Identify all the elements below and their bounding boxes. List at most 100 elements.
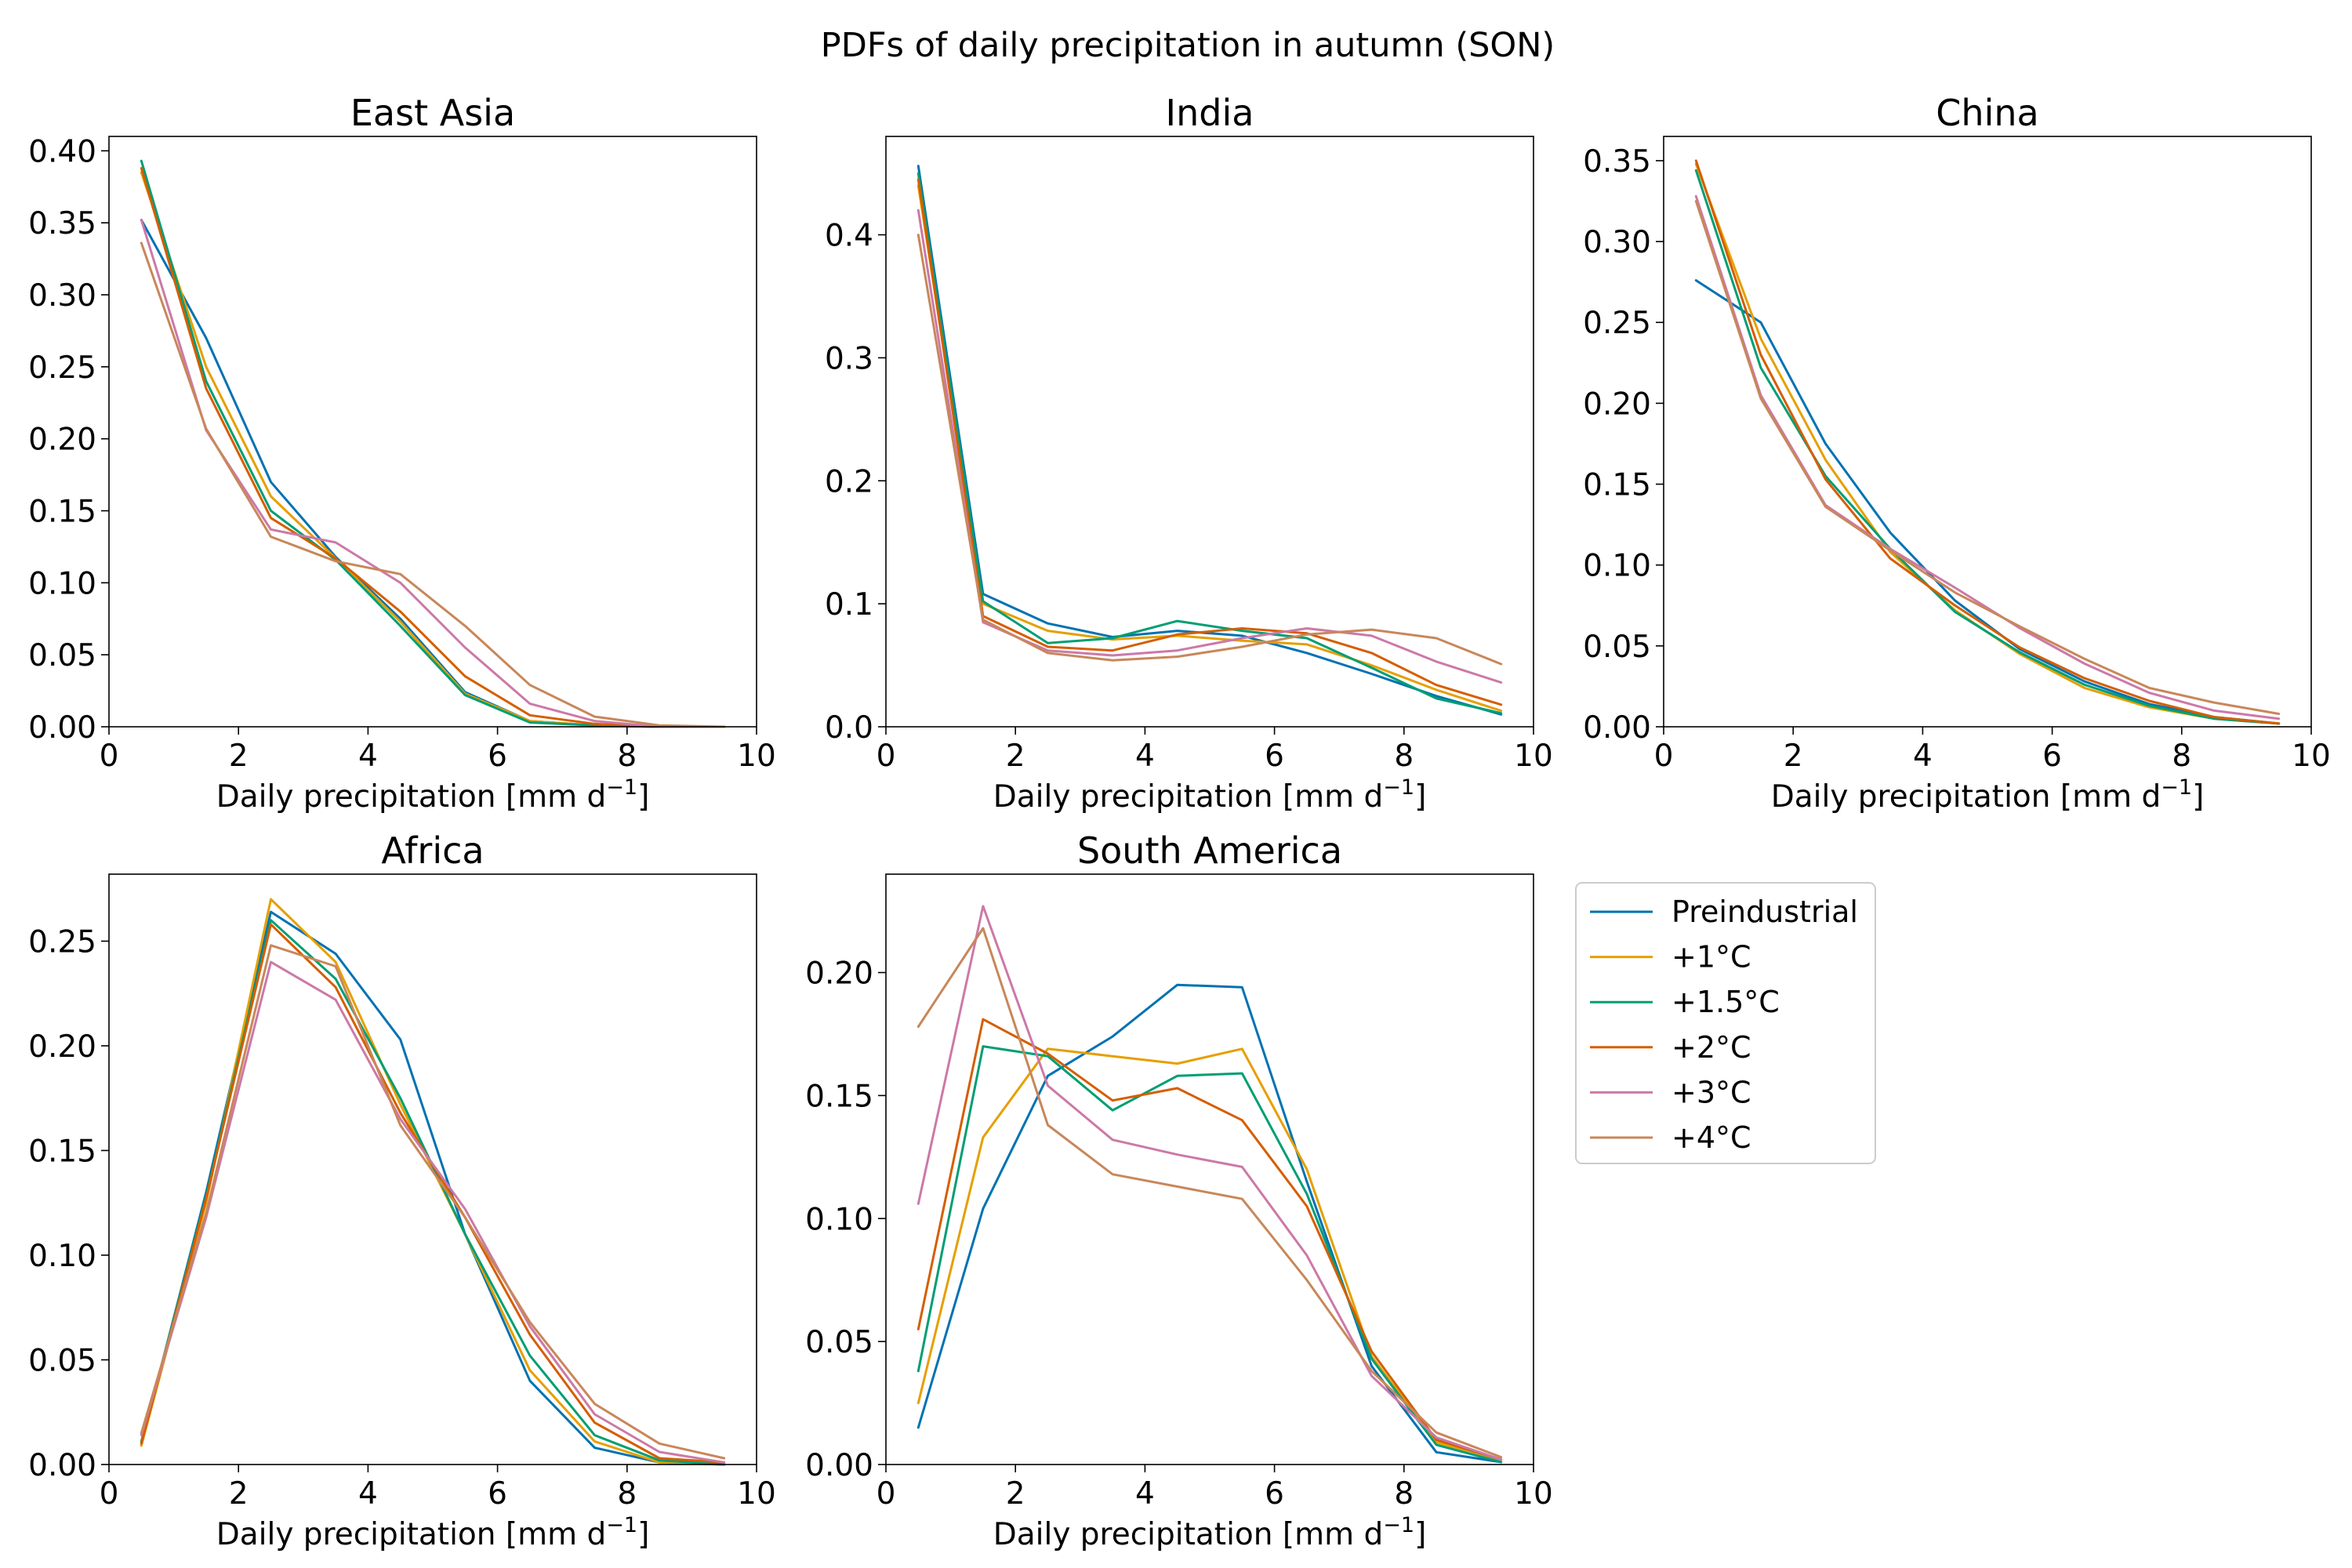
x-tick-label: 6	[1265, 739, 1284, 774]
y-tick-label: 0.20	[805, 956, 873, 992]
x-axis-label-end: ]	[1414, 1517, 1426, 1552]
plot-frame	[108, 873, 757, 1465]
x-tick-label: 2	[1006, 1476, 1025, 1512]
panel-south-america: South America 0 2 4 6 8 10 0.00 0.05 0.10 0.15 0.20…	[805, 829, 1553, 1552]
y-tick-label: 0.10	[28, 566, 96, 601]
y-tick-label: 0.00	[1583, 710, 1651, 746]
x-tick-label: 6	[2042, 739, 2062, 774]
legend-label-plus-3c: +3°C	[1671, 1075, 1751, 1109]
y-tick-label: 0.20	[28, 423, 96, 458]
x-tick-label: 0	[877, 1476, 896, 1512]
x-axis-label-exponent: −1	[1383, 775, 1414, 800]
x-tick-label: 10	[737, 1476, 776, 1512]
x-axis-label: Daily precipitation [mm d−1]	[216, 1513, 650, 1552]
y-tick-label: 0.30	[28, 278, 96, 314]
panel-title: South America	[1077, 829, 1342, 872]
legend-label-plus-2c: +2°C	[1671, 1030, 1751, 1065]
x-tick-label: 2	[229, 739, 249, 774]
x-tick-label: 4	[1135, 1476, 1155, 1512]
y-tick-label: 0.05	[805, 1325, 873, 1360]
x-tick-label: 10	[1514, 739, 1553, 774]
x-tick-label: 8	[1394, 1476, 1414, 1512]
panel-china: China 0 2 4 6 8 10 0.00 0.05 0.10 0.15 0.20 0.25 0.30…	[1583, 92, 2331, 815]
panel-title: Africa	[381, 829, 484, 872]
y-tick-label: 0.05	[1583, 630, 1651, 665]
series-line-plus-2c	[916, 1018, 1503, 1461]
series-line-preindustrial	[916, 165, 1503, 716]
y-tick-label: 0.20	[28, 1029, 96, 1065]
y-tick-label: 0.40	[28, 134, 96, 169]
panel-title: China	[1936, 92, 2038, 134]
y-tick-label: 0.00	[28, 1448, 96, 1483]
series-line-preindustrial	[1694, 279, 2281, 725]
panel-india: India 0 2 4 6 8 10 0.0 0.1 0.2 0.3 0.4 Daily precipi…	[825, 92, 1553, 815]
legend-label-plus-1c: +1°C	[1671, 940, 1751, 975]
x-tick-label: 6	[488, 1476, 507, 1512]
y-tick-label: 0.25	[28, 924, 96, 960]
y-tick-label: 0.10	[1583, 549, 1651, 584]
x-axis-label: Daily precipitation [mm d−1]	[216, 775, 650, 815]
series-line-plus-1c	[916, 1047, 1503, 1461]
y-tick-label: 0.0	[825, 710, 873, 746]
y-tick-label: 0.20	[1583, 387, 1651, 422]
y-tick-label: 0.10	[805, 1202, 873, 1237]
series-line-preindustrial	[916, 983, 1503, 1464]
series-line-plus-3c	[140, 219, 726, 728]
series-line-plus-3c	[140, 960, 726, 1464]
series-line-plus-4c	[916, 927, 1503, 1459]
series-line-plus-3c	[916, 905, 1503, 1461]
x-tick-label: 10	[2292, 739, 2331, 774]
x-tick-label: 0	[100, 739, 119, 774]
x-tick-label: 4	[1135, 739, 1155, 774]
x-tick-label: 6	[1265, 1476, 1284, 1512]
x-tick-label: 0	[877, 739, 896, 774]
x-axis-label-exponent: −1	[606, 1513, 637, 1537]
x-axis-label-end: ]	[1414, 779, 1426, 815]
plot-frame	[1663, 136, 2312, 728]
plot-frame	[108, 136, 757, 728]
legend-label-plus-4c: +4°C	[1671, 1120, 1751, 1155]
x-axis-label-exponent: −1	[606, 775, 637, 800]
series-line-plus-2c	[1694, 159, 2281, 725]
x-axis-label: Daily precipitation [mm d−1]	[1771, 775, 2205, 815]
y-tick-label: 0.25	[28, 350, 96, 386]
panel-title: India	[1166, 92, 1254, 134]
y-tick-label: 0.25	[1583, 306, 1651, 341]
x-tick-label: 0	[1654, 739, 1674, 774]
y-tick-label: 0.05	[28, 1343, 96, 1378]
series-line-plus-3c	[1694, 194, 2281, 720]
series-line-plus-2c	[916, 178, 1503, 706]
y-tick-label: 0.35	[1583, 144, 1651, 180]
x-tick-label: 8	[1394, 739, 1414, 774]
y-tick-label: 0.1	[825, 587, 873, 622]
x-tick-label: 8	[617, 739, 637, 774]
y-tick-label: 0.05	[28, 638, 96, 673]
panel-title: East Asia	[350, 92, 515, 134]
series-line-plus-2c	[140, 166, 726, 728]
series-line-plus-1c	[140, 898, 726, 1466]
x-tick-label: 10	[737, 739, 776, 774]
x-axis-label: Daily precipitation [mm d−1]	[993, 1513, 1427, 1552]
series-line-plus-4c	[140, 241, 726, 728]
x-tick-label: 8	[617, 1476, 637, 1512]
x-tick-label: 10	[1514, 1476, 1553, 1512]
panel-east-asia: East Asia 0 2 4 6 8 10 0.00 0.05 0.10 0.15 0.20 0.25…	[28, 92, 776, 815]
y-tick-label: 0.15	[805, 1079, 873, 1114]
panel-africa: Africa 0 2 4 6 8 10 0.00 0.05 0.10 0.15 0.20 0.25 Dai…	[28, 829, 776, 1552]
x-axis-label-exponent: −1	[1383, 1513, 1414, 1537]
x-axis-label-end: ]	[637, 1517, 649, 1552]
x-tick-label: 2	[1784, 739, 1803, 774]
series-line-plus-1-5c	[1694, 169, 2281, 725]
x-tick-label: 0	[100, 1476, 119, 1512]
series-line-plus-4c	[140, 944, 726, 1460]
y-tick-label: 0.4	[825, 219, 873, 254]
plot-frame	[885, 873, 1534, 1465]
x-tick-label: 6	[488, 739, 507, 774]
series-line-plus-1-5c	[916, 172, 1503, 715]
y-tick-label: 0.00	[28, 710, 96, 746]
y-tick-label: 0.15	[28, 495, 96, 530]
series-line-plus-1c	[916, 184, 1503, 713]
y-tick-label: 0.10	[28, 1239, 96, 1274]
